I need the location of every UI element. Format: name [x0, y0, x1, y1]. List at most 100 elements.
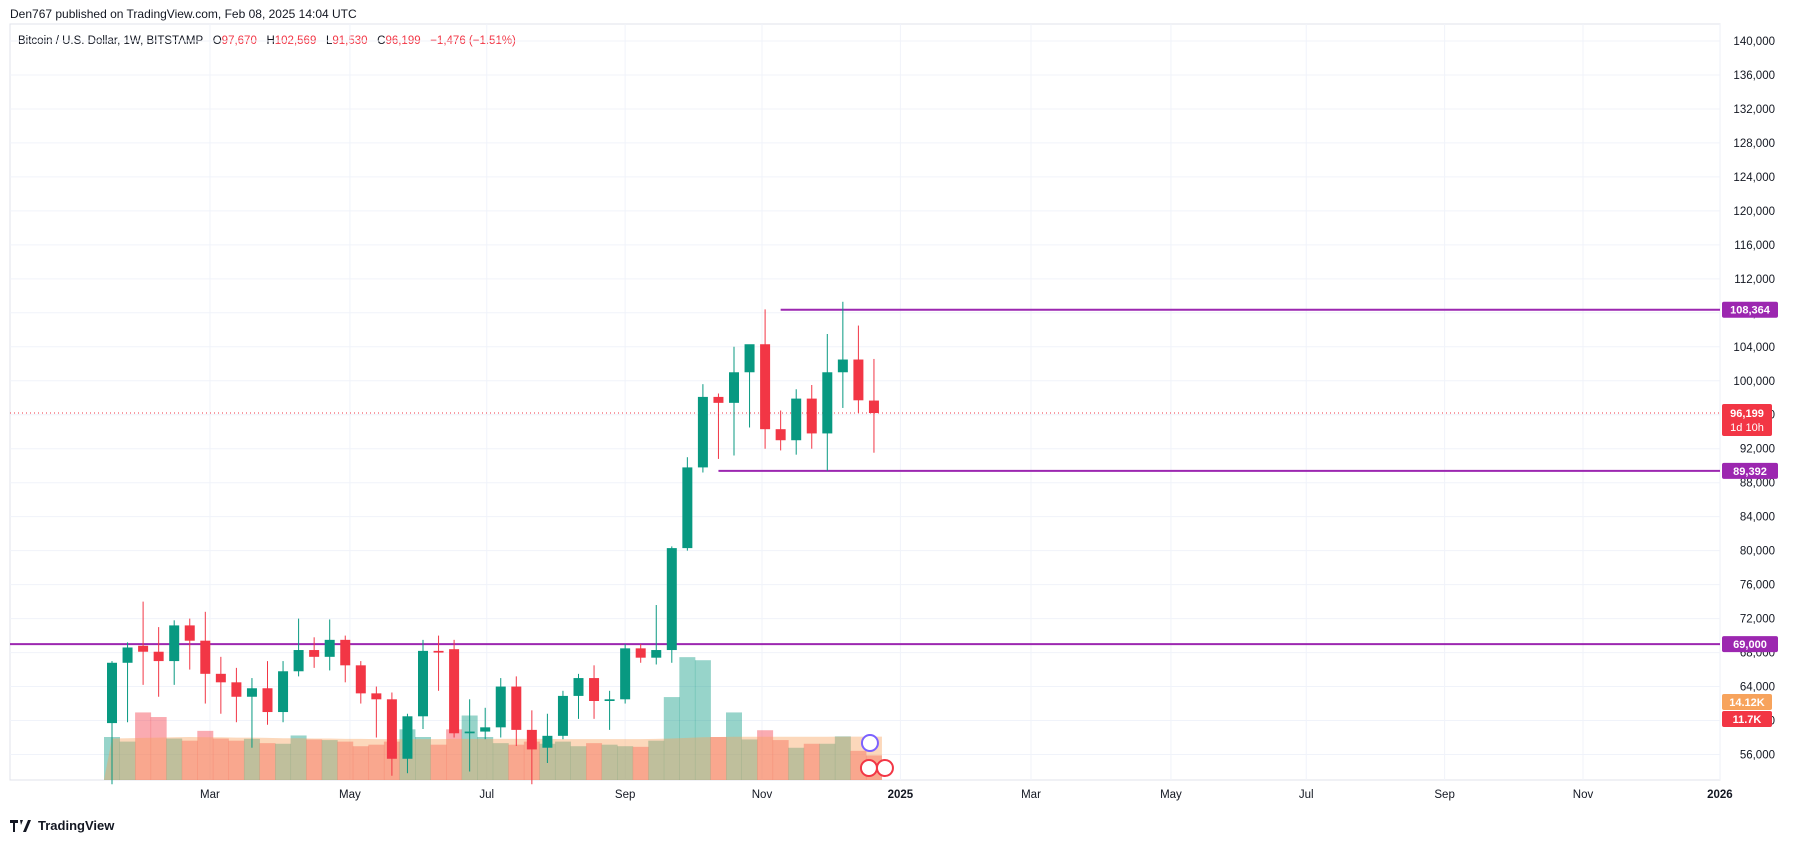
x-tick-label: Jul	[1299, 789, 1314, 801]
candle-body	[153, 651, 164, 662]
candle-body	[371, 693, 382, 700]
volume-bar	[430, 744, 447, 780]
volume-bar	[135, 712, 152, 780]
y-tick-label: 100,000	[1733, 376, 1775, 388]
candle-body	[697, 396, 708, 468]
volume-bar	[368, 744, 385, 780]
volume-bar	[772, 740, 789, 780]
candle-body	[635, 648, 646, 658]
y-tick-label: 124,000	[1733, 172, 1775, 184]
candle-body	[386, 699, 397, 759]
published-caption: Den767 published on TradingView.com, Feb…	[10, 7, 357, 21]
volume-bar	[212, 738, 229, 780]
volume-bar	[757, 730, 774, 780]
candle-body	[464, 731, 475, 734]
y-tick-label: 104,000	[1733, 342, 1775, 354]
candle-body	[806, 398, 817, 434]
y-tick-label: 120,000	[1733, 206, 1775, 218]
volume-pane	[104, 657, 882, 780]
y-tick-label: 88,000	[1740, 478, 1775, 490]
candle-body	[324, 639, 335, 657]
event-marker-icon	[860, 734, 879, 752]
candle-body	[760, 344, 771, 430]
volume-bar	[803, 743, 820, 780]
volume-bar	[197, 730, 214, 780]
flag-us-icon	[875, 759, 894, 777]
candle-body	[542, 735, 553, 748]
level-badge	[1722, 636, 1778, 653]
volume-bar	[446, 729, 463, 780]
volume-bar	[694, 660, 711, 780]
candle-body	[107, 662, 117, 724]
candle-body	[215, 673, 226, 683]
candle-body	[262, 688, 273, 713]
y-tick-label: 116,000	[1734, 240, 1775, 252]
candle-body	[666, 548, 677, 651]
volume-badge-label: 11.7K	[1733, 714, 1762, 726]
volume-bar	[166, 738, 183, 780]
y-tick-label: 128,000	[1733, 138, 1775, 150]
candle-body	[169, 625, 180, 662]
y-tick-label: 76,000	[1740, 580, 1775, 592]
volume-bar	[726, 712, 742, 780]
x-tick-label: Mar	[200, 789, 220, 801]
candle-body	[853, 359, 864, 401]
candle-body	[122, 647, 133, 663]
volume-badge	[1722, 694, 1772, 710]
candle-body	[340, 639, 351, 666]
flag-us-icon	[859, 759, 878, 777]
volume-bar	[290, 735, 307, 780]
level-badge	[1722, 462, 1778, 479]
brand-name: TradingView	[38, 818, 115, 833]
x-tick-label: Sep	[615, 789, 635, 801]
volume-bar	[306, 739, 323, 780]
y-tick-label: 64,000	[1740, 682, 1775, 694]
candle-body	[573, 678, 584, 696]
volume-bar	[150, 717, 167, 780]
volume-bar	[477, 737, 494, 780]
y-tick-label: 112,000	[1734, 274, 1775, 286]
x-tick-label: Mar	[1021, 789, 1041, 801]
volume-bar	[586, 743, 603, 780]
x-tick-label: 2026	[1707, 789, 1733, 801]
level-badge-label: 89,392	[1733, 466, 1767, 478]
volume-bar	[601, 744, 618, 780]
volume-bar	[648, 740, 665, 780]
volume-bar	[834, 736, 851, 780]
x-tick-label: Sep	[1434, 789, 1454, 801]
volume-bar	[181, 740, 198, 780]
x-tick-label: Jul	[479, 789, 494, 801]
candle-body	[480, 727, 491, 732]
y-tick-label: 136,000	[1733, 70, 1775, 82]
volume-badge-label: 14.12K	[1729, 697, 1765, 709]
level-badge-label: 108,364	[1730, 305, 1771, 317]
candle-body	[775, 429, 786, 441]
candles	[107, 301, 879, 785]
candle-body	[868, 400, 879, 414]
candle-body	[200, 640, 211, 674]
candle-body	[651, 650, 662, 658]
candle-body	[449, 649, 460, 734]
tradingview-logo[interactable]: TradingView	[10, 818, 114, 833]
candle-body	[713, 396, 724, 403]
volume-bar	[243, 738, 260, 780]
x-tick-label: May	[339, 789, 361, 801]
candle-body	[402, 716, 413, 759]
candle-body	[557, 695, 568, 736]
volume-bar	[275, 743, 292, 780]
candle-body	[231, 682, 242, 697]
volume-bar	[617, 746, 634, 780]
last-price-label: 96,199	[1730, 408, 1764, 420]
volume-bar	[710, 737, 727, 780]
candle-body	[589, 678, 600, 702]
volume-bar	[570, 746, 587, 780]
level-badge	[1722, 301, 1778, 318]
candle-body	[355, 665, 366, 694]
volume-bar	[679, 657, 696, 780]
y-tick-label: 92,000	[1740, 444, 1775, 456]
volume-bar	[337, 741, 354, 780]
x-tick-label: May	[1160, 789, 1182, 801]
candle-body	[511, 686, 522, 730]
candle-body	[791, 398, 802, 441]
